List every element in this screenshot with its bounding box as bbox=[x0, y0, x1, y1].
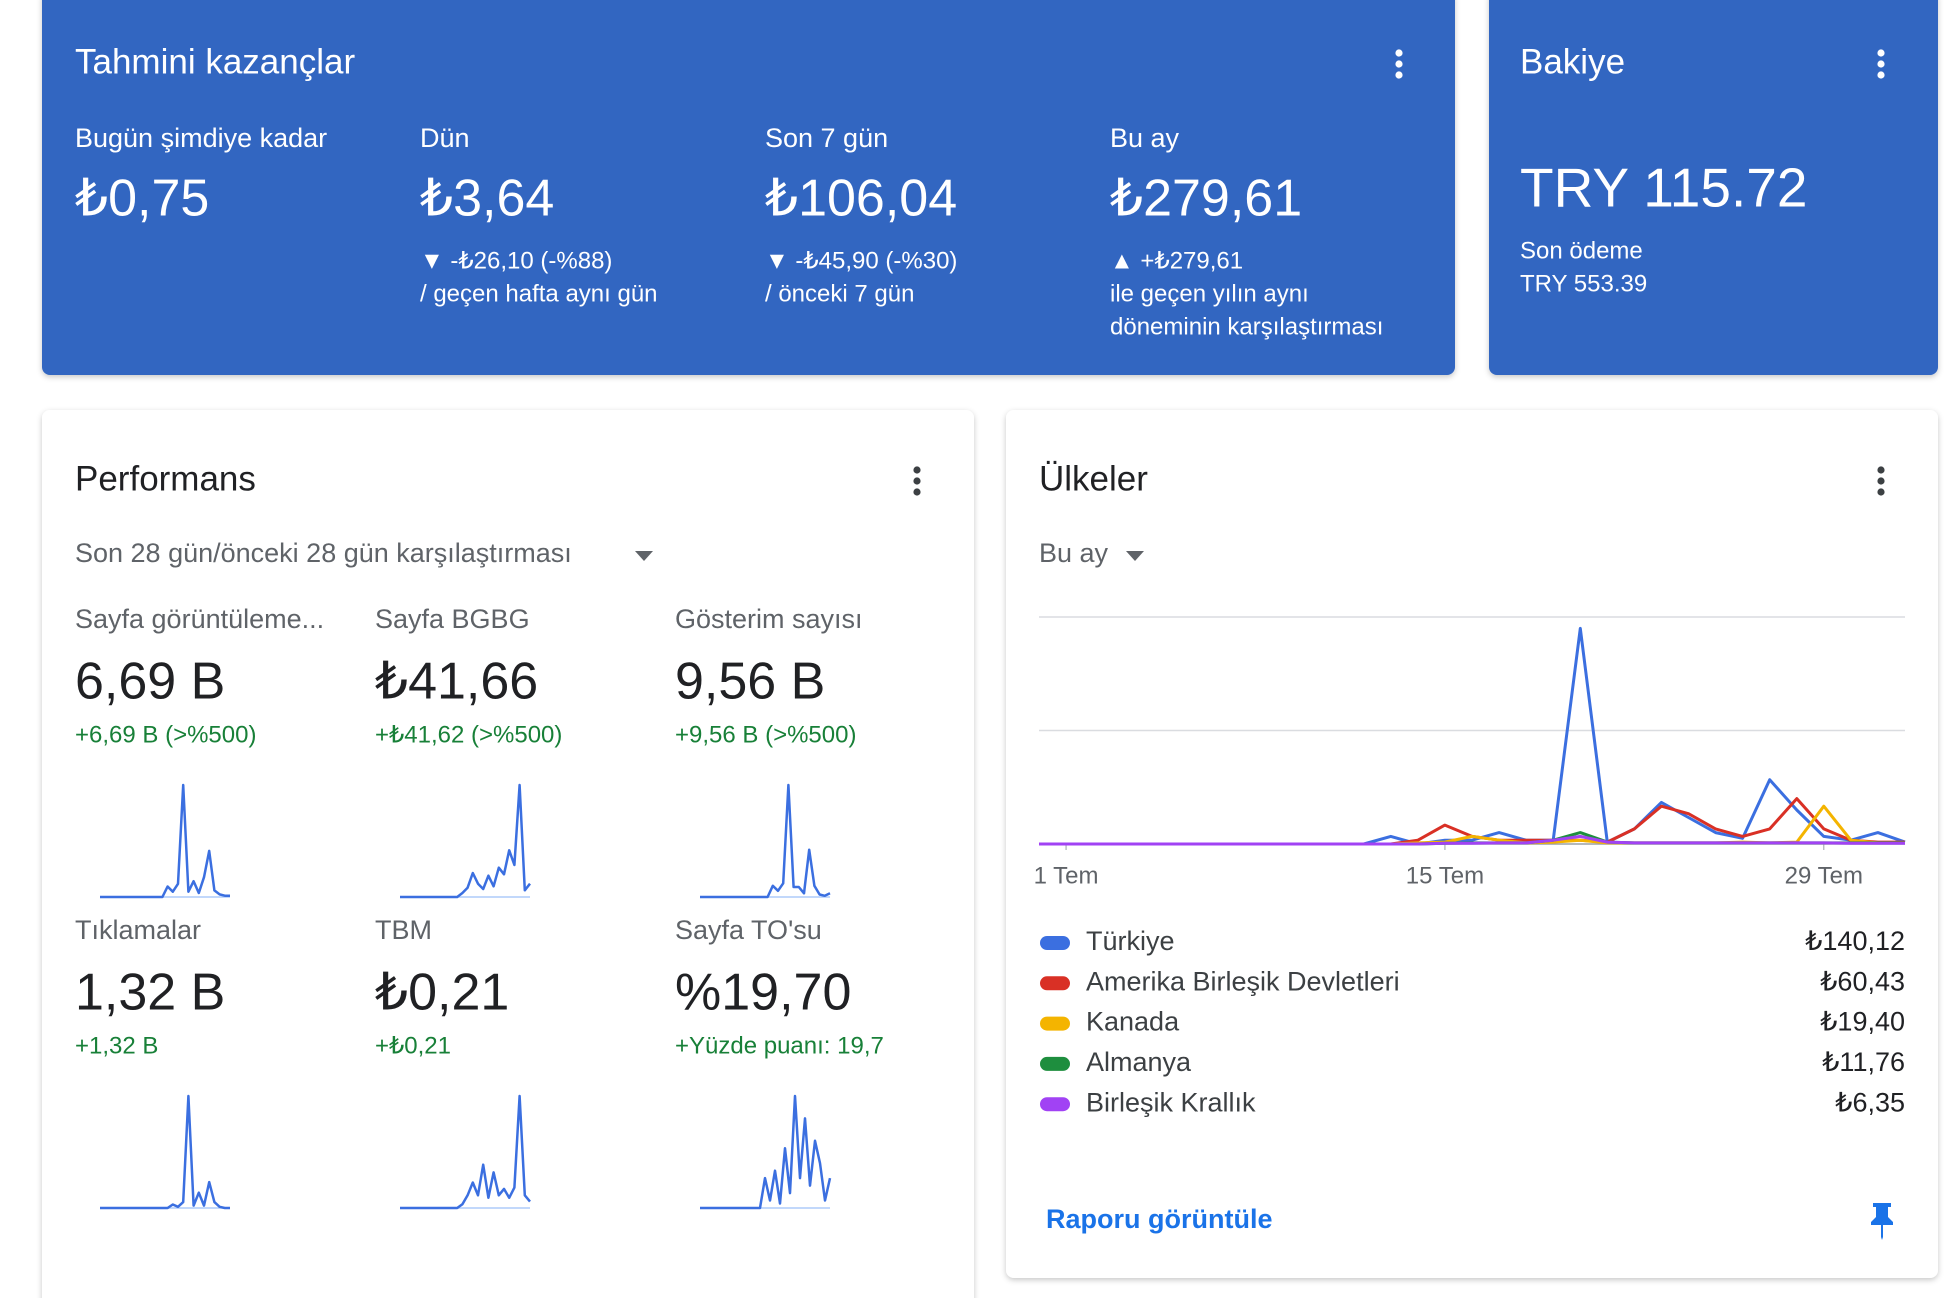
metric-value: 6,69 B bbox=[75, 653, 225, 711]
metric-change: +₺0,21 bbox=[375, 1032, 451, 1059]
metric-note: ▼ -₺26,10 (-%88) bbox=[420, 247, 612, 274]
metric-note: ▼ -₺45,90 (-%30) bbox=[765, 247, 957, 274]
metric-label: Dün bbox=[420, 123, 470, 153]
metric-value: ₺3,64 bbox=[420, 170, 554, 228]
metric-label: Bu ay bbox=[1110, 123, 1180, 153]
legend-swatch bbox=[1040, 936, 1070, 950]
more-menu[interactable] bbox=[1395, 49, 1403, 79]
metric-label: Sayfa TO'su bbox=[675, 915, 822, 945]
menu-dot bbox=[1877, 49, 1885, 57]
metric-label: Bugün şimdiye kadar bbox=[75, 123, 327, 153]
sparkline bbox=[400, 1094, 531, 1210]
sparkline bbox=[100, 1094, 230, 1210]
legend-label: Türkiye bbox=[1086, 926, 1175, 956]
metric-change: +1,32 B bbox=[75, 1032, 158, 1059]
legend-swatch bbox=[1040, 1056, 1070, 1071]
card-title: Bakiye bbox=[1520, 42, 1625, 81]
legend-label: Kanada bbox=[1086, 1007, 1180, 1037]
metric-label: Gösterim sayısı bbox=[675, 604, 863, 634]
sparkline bbox=[100, 783, 230, 899]
legend-label: Almanya bbox=[1086, 1047, 1192, 1077]
metric-label: Tıklamalar bbox=[75, 915, 201, 945]
menu-dot bbox=[1877, 488, 1885, 496]
metric-value: ₺0,75 bbox=[75, 170, 209, 228]
pin-icon[interactable] bbox=[1871, 1203, 1893, 1240]
balance-card bbox=[1489, 0, 1938, 375]
metric-change: +9,56 B (>%500) bbox=[675, 721, 856, 748]
period-select[interactable]: Son 28 gün/önceki 28 gün karşılaştırması bbox=[75, 538, 572, 568]
card-title: Ülkeler bbox=[1039, 459, 1148, 498]
metric-value: 9,56 B bbox=[675, 653, 825, 711]
metric-value: %19,70 bbox=[675, 964, 851, 1022]
more-menu[interactable] bbox=[1877, 466, 1885, 496]
metric-label: TBM bbox=[375, 915, 432, 945]
x-tick-label: 1 Tem bbox=[1034, 862, 1099, 889]
metric-note: / geçen hafta aynı gün bbox=[420, 280, 658, 307]
x-tick-label: 15 Tem bbox=[1406, 862, 1484, 889]
metric-value: ₺41,66 bbox=[375, 653, 538, 711]
more-menu[interactable] bbox=[913, 466, 921, 496]
legend-total: ₺6,35 bbox=[1835, 1087, 1905, 1117]
menu-dot bbox=[1395, 49, 1403, 57]
last-payment-value: TRY 553.39 bbox=[1520, 270, 1647, 297]
metric-note: ile geçen yılın aynı bbox=[1110, 280, 1309, 307]
menu-dot bbox=[1877, 466, 1885, 474]
legend-swatch bbox=[1040, 1097, 1070, 1112]
menu-dot bbox=[913, 488, 921, 496]
metric-label: Sayfa görüntüleme... bbox=[75, 604, 324, 634]
legend-label: Amerika Birleşik Devletleri bbox=[1086, 966, 1400, 996]
sparkline bbox=[400, 783, 531, 899]
metric-label: Sayfa BGBG bbox=[375, 604, 530, 634]
metric-change: +₺41,62 (>%500) bbox=[375, 721, 562, 748]
metric-value: ₺279,61 bbox=[1110, 170, 1302, 228]
menu-dot bbox=[1395, 71, 1403, 79]
metric-note: / önceki 7 gün bbox=[765, 280, 914, 307]
last-payment-label: Son ödeme bbox=[1520, 237, 1643, 264]
more-menu[interactable] bbox=[1877, 49, 1885, 79]
series-line bbox=[1039, 834, 1905, 846]
legend-label: Birleşik Krallık bbox=[1086, 1087, 1256, 1117]
report-link[interactable]: Raporu görüntüle bbox=[1046, 1204, 1272, 1234]
metric-value: ₺0,21 bbox=[375, 964, 509, 1022]
sparkline bbox=[700, 783, 831, 899]
dropdown-arrow[interactable] bbox=[1126, 551, 1144, 561]
card-title: Performans bbox=[75, 459, 256, 498]
period-select[interactable]: Bu ay bbox=[1039, 538, 1109, 568]
metric-change: +6,69 B (>%500) bbox=[75, 721, 256, 748]
legend-total: ₺11,76 bbox=[1822, 1047, 1905, 1077]
legend-total: ₺60,43 bbox=[1820, 966, 1905, 996]
metric-note: döneminin karşılaştırması bbox=[1110, 313, 1383, 340]
balance-value: TRY 115.72 bbox=[1520, 157, 1807, 219]
legend-swatch bbox=[1040, 976, 1070, 991]
menu-dot bbox=[1877, 60, 1885, 68]
metric-value: ₺106,04 bbox=[765, 170, 957, 228]
x-tick-label: 29 Tem bbox=[1785, 862, 1863, 889]
metric-label: Son 7 gün bbox=[765, 123, 888, 153]
card-title: Tahmini kazançlar bbox=[75, 42, 355, 81]
legend-total: ₺19,40 bbox=[1820, 1007, 1905, 1037]
metric-change: +Yüzde puanı: 19,7 bbox=[675, 1032, 884, 1059]
metric-value: 1,32 B bbox=[75, 964, 225, 1022]
menu-dot bbox=[913, 466, 921, 474]
menu-dot bbox=[1877, 71, 1885, 79]
legend-swatch bbox=[1040, 1016, 1070, 1031]
menu-dot bbox=[1877, 477, 1885, 485]
legend-total: ₺140,12 bbox=[1805, 926, 1905, 956]
dropdown-arrow[interactable] bbox=[635, 551, 653, 561]
sparkline bbox=[700, 1094, 832, 1210]
menu-dot bbox=[913, 477, 921, 485]
earnings-card bbox=[42, 0, 1455, 375]
metric-note: ▲ +₺279,61 bbox=[1110, 247, 1243, 274]
menu-dot bbox=[1395, 60, 1403, 68]
